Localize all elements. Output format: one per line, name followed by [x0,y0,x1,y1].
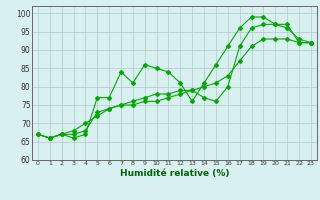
X-axis label: Humidité relative (%): Humidité relative (%) [120,169,229,178]
